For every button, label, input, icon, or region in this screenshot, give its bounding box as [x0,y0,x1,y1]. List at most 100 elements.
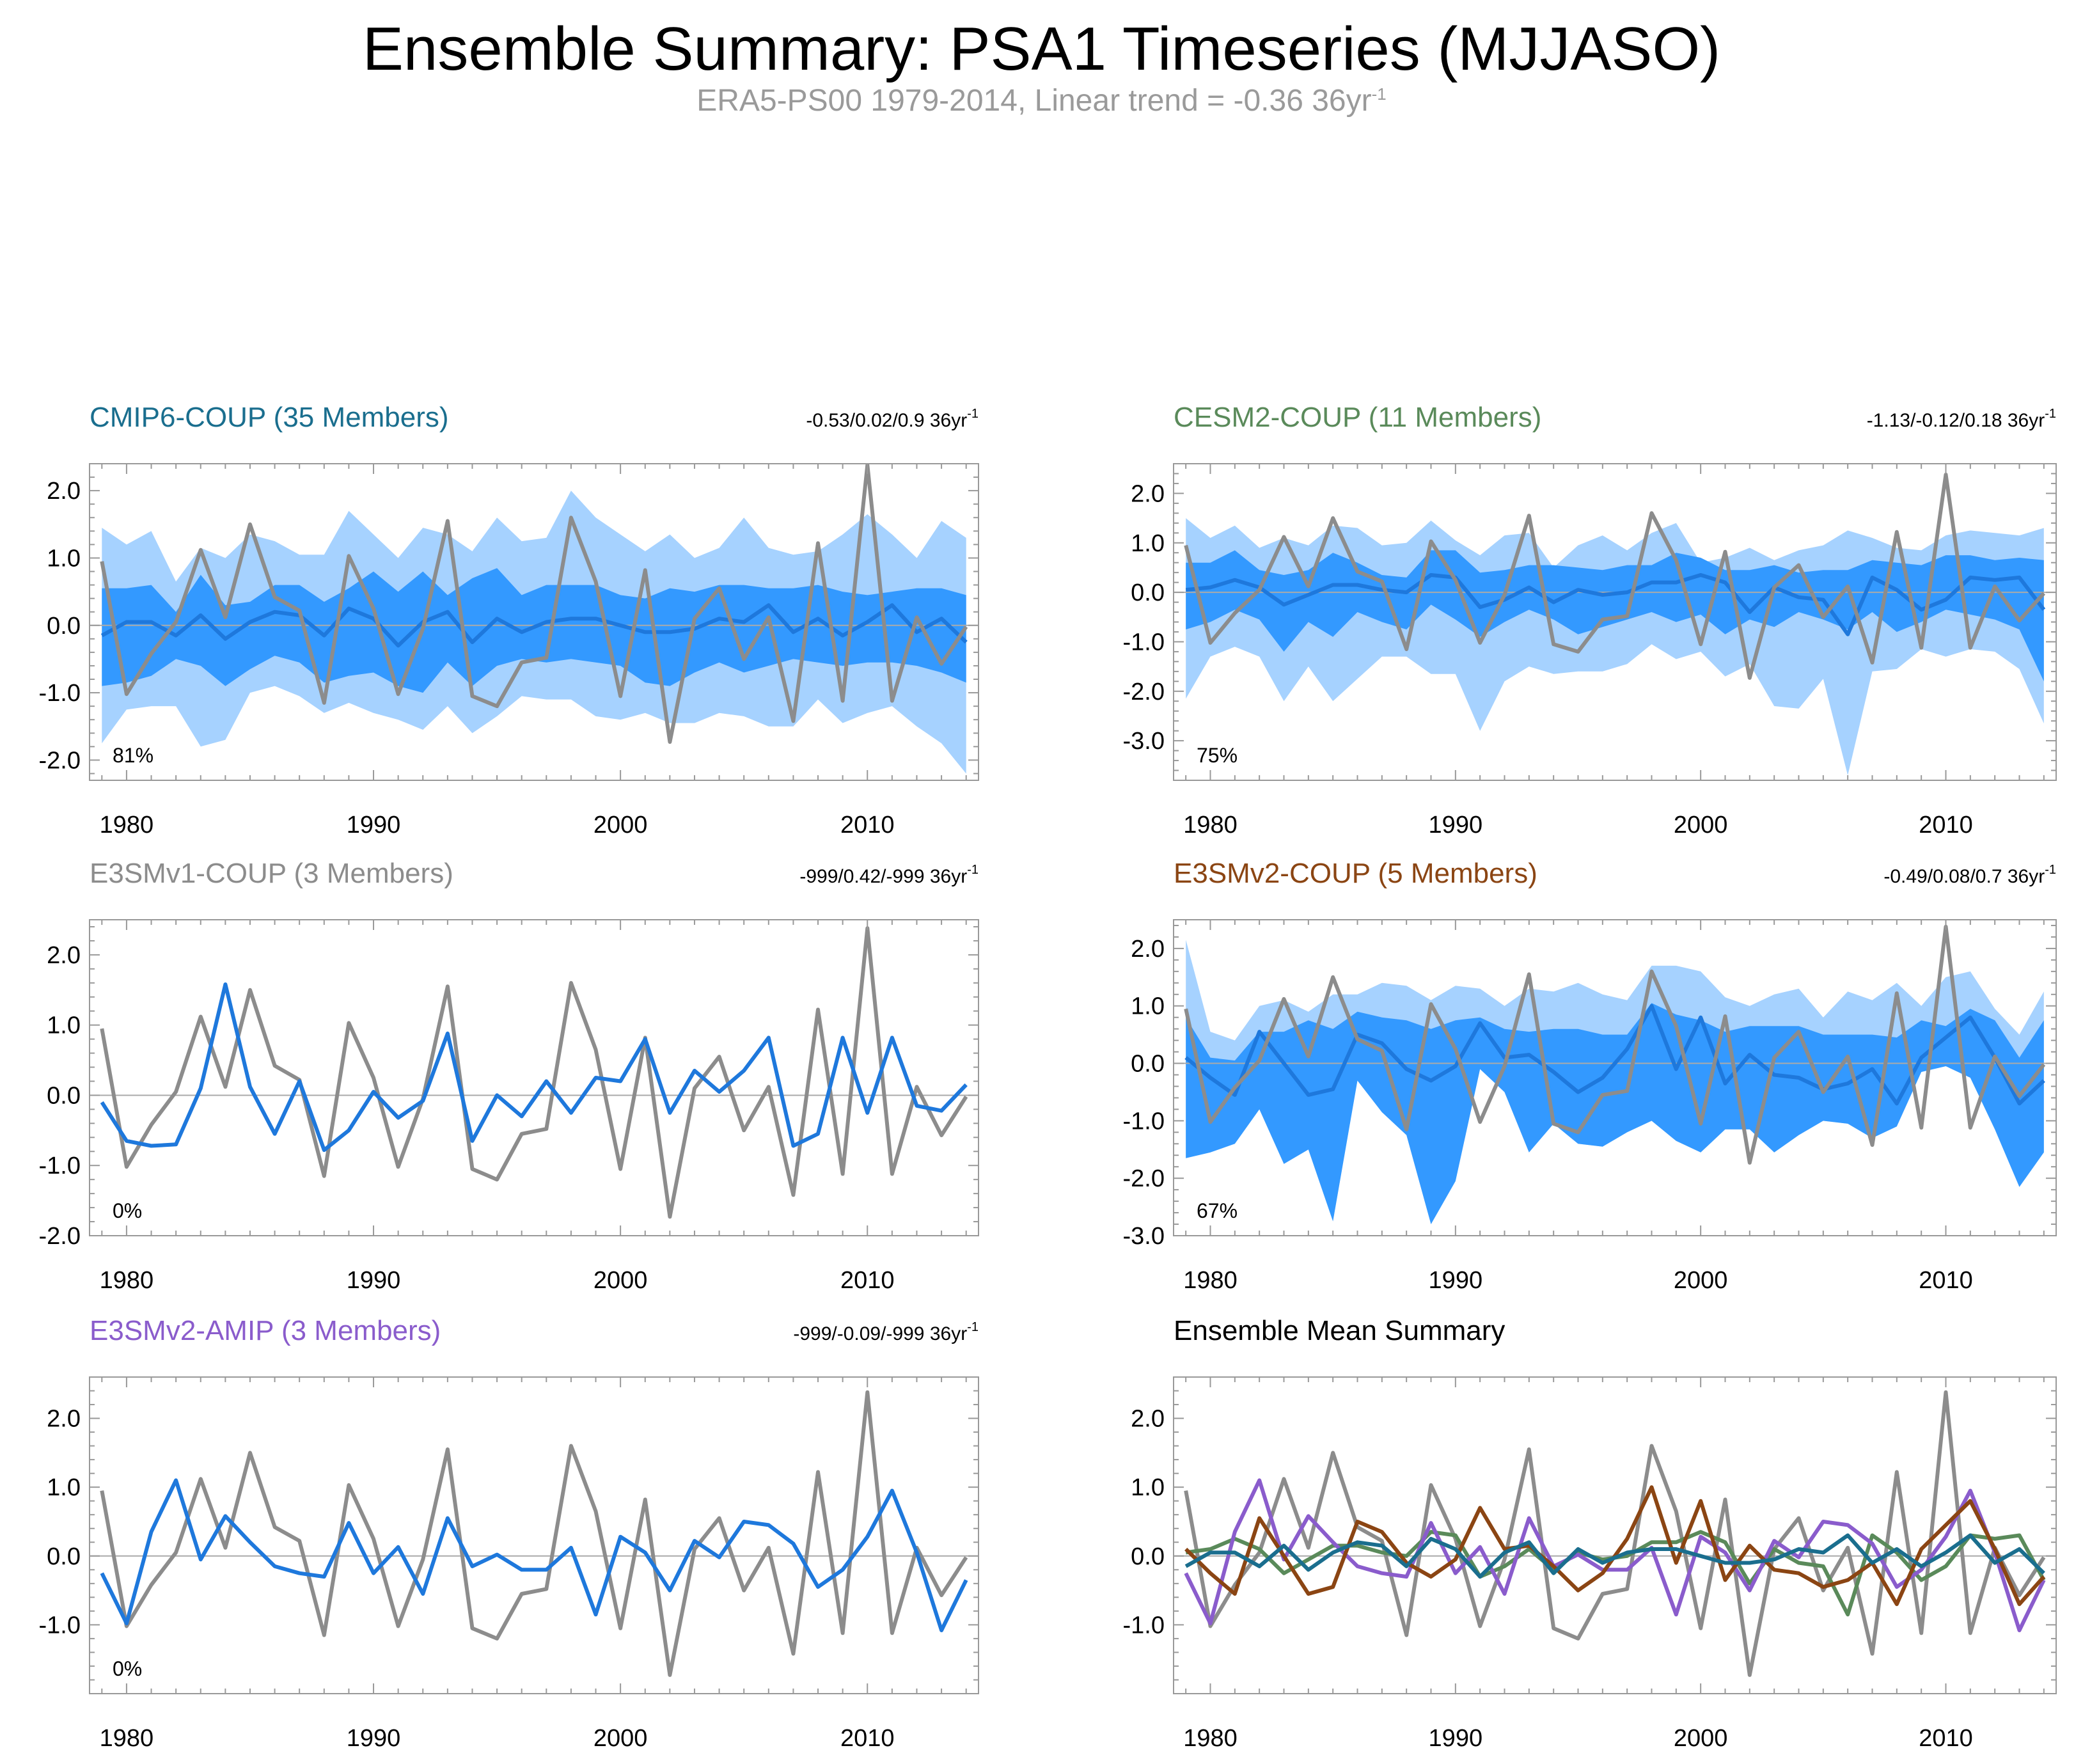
y-tick-label: -1.0 [39,1612,81,1639]
x-tick-label: 2010 [1919,812,1973,839]
plot-frame-e3smv2coup [1173,919,2057,1236]
subtitle-superscript: -1 [1371,84,1387,104]
x-tick-label: 2000 [593,1725,648,1752]
panel-title: CESM2-COUP (11 Members) [1174,402,1541,433]
y-tick-label: 1.0 [47,1474,81,1501]
trend-superscript: -1 [2045,863,2056,877]
y-tick-label: -2.0 [39,1223,81,1250]
y-tick-label: -1.0 [1123,1612,1165,1639]
band-inner-e3smv2coup [1186,1003,2044,1224]
band-inner-cmip6 [102,568,966,693]
y-tick-label: 2.0 [47,1406,81,1433]
plot-frame-cmip6 [89,463,979,781]
obs-line-e3smv1 [100,926,968,1219]
y-tick-label: -1.0 [1123,629,1165,656]
figure-subtitle: ERA5-PS00 1979-2014, Linear trend = -0.3… [0,83,2083,118]
y-tick-label: 0.0 [1131,579,1165,606]
y-tick-label: 1.0 [47,545,81,572]
x-tick-label: 1980 [1183,1267,1238,1294]
y-tick-label: 2.0 [1131,1406,1165,1433]
percent-label: 81% [113,744,153,767]
panel-title: E3SMv1-COUP (3 Members) [90,858,453,889]
y-tick-label: -3.0 [1123,1223,1165,1250]
x-tick-label: 2000 [1674,1725,1728,1752]
panel-e3smv1: 1980 1990 2000 2010 2.0 1.0 0.0 -1.0 -2.0 E3SMv1-… [39,858,979,1294]
panel-title: E3SMv2-COUP (5 Members) [1174,858,1537,889]
panel-e3smv2coup: 1980 1990 2000 2010 2.0 1.0 0.0 -1.0 -2.0 -3.0 E3S… [1123,858,2057,1294]
x-tick-label: 2000 [1674,812,1728,839]
panel-title: CMIP6-COUP (35 Members) [90,402,449,433]
y-tick-label: 1.0 [1131,1474,1165,1501]
y-tick-label: 0.0 [1131,1543,1165,1570]
y-tick-label: 2.0 [1131,936,1165,963]
obs-line-cesm2 [1184,473,2046,680]
x-tick-label: 1980 [1183,812,1238,839]
y-tick-label: 2.0 [47,478,81,505]
trend-label: -1.13/-0.12/0.18 36yr-1 [1867,407,2056,431]
y-tick-label: 0.0 [1131,1051,1165,1078]
x-tick-label: 1980 [100,812,154,839]
plot-area-cmip6 [90,464,979,774]
percent-label: 75% [1197,744,1238,767]
percent-label: 0% [113,1657,142,1680]
plot-frame-e3smv1 [89,919,979,1236]
x-tick-label: 1990 [347,1725,401,1752]
x-tick-label: 2010 [840,1267,895,1294]
y-tick-label: 0.0 [47,613,81,640]
series-line-e3smv2-amip [1184,1478,2046,1632]
band-inner-cesm2 [1186,550,2044,682]
model-line-e3smv2amip [100,1478,968,1632]
panel-e3smv2amip: 1980 1990 2000 2010 2.0 1.0 0.0 -1.0 E3SMv2-AMIP… [39,1315,979,1752]
trend-value: -999/-0.09/-999 36yr [793,1323,967,1344]
y-tick-label: 0.0 [47,1082,81,1109]
trend-value: -1.13/-0.12/0.18 36yr [1867,410,2045,431]
series-line-cmip6-coup [1184,1533,2045,1579]
panel-summary: 1980 1990 2000 2010 2.0 1.0 0.0 -1.0 Ensemble Me… [1123,1315,2057,1752]
x-tick-label: 1980 [100,1725,154,1752]
trend-value: -0.53/0.02/0.9 36yr [806,410,967,431]
y-tick-label: 1.0 [1131,993,1165,1020]
plot-area-summary [1174,1390,2056,1677]
y-tick-label: -1.0 [39,1153,81,1179]
y-tick-label: 0.0 [47,1543,81,1570]
obs-line-e3smv2amip [100,1390,968,1677]
x-tick-label: 2000 [593,812,648,839]
x-tick-label: 1990 [1429,1267,1483,1294]
obs-line-e3smv2coup [1184,924,2046,1165]
y-tick-label: 1.0 [1131,530,1165,557]
y-tick-label: 1.0 [47,1012,81,1039]
percent-label: 0% [113,1199,142,1222]
plot-area-cesm2 [1174,473,2056,776]
trend-label: -999/-0.09/-999 36yr-1 [793,1320,979,1344]
x-tick-label: 1990 [1429,1725,1483,1752]
plot-area-e3smv2amip [90,1390,979,1677]
trend-value: -999/0.42/-999 36yr [799,866,967,887]
band-outer-cesm2 [1186,518,2044,776]
x-tick-label: 1980 [100,1267,154,1294]
x-tick-label: 2000 [593,1267,648,1294]
panel-title: Ensemble Mean Summary [1174,1315,1505,1346]
x-tick-label: 2010 [1919,1725,1973,1752]
x-tick-label: 2010 [840,1725,895,1752]
trend-value: -0.49/0.08/0.7 36yr [1883,866,2045,887]
x-tick-label: 1980 [1183,1725,1238,1752]
obs-line-summary [1184,1390,2046,1677]
plot-area-e3smv1 [90,926,979,1219]
subtitle-text: ERA5-PS00 1979-2014, Linear trend = -0.3… [696,84,1372,118]
figure-title: Ensemble Summary: PSA1 Timeseries (MJJAS… [362,15,1721,83]
model-line-e3smv1 [100,982,968,1153]
trend-label: -0.49/0.08/0.7 36yr-1 [1883,863,2056,887]
y-tick-label: 2.0 [47,942,81,969]
y-tick-label: -2.0 [39,747,81,774]
trend-label: -0.53/0.02/0.9 36yr-1 [806,407,979,431]
trend-superscript: -1 [967,407,979,421]
ensemble-mean-line-cesm2 [1185,573,2046,636]
trend-label: -999/0.42/-999 36yr-1 [799,863,979,887]
y-tick-label: -1.0 [1123,1108,1165,1135]
y-tick-label: 2.0 [1131,480,1165,507]
x-tick-label: 2010 [1919,1267,1973,1294]
y-tick-label: -2.0 [1123,1165,1165,1192]
x-tick-label: 1990 [347,812,401,839]
x-tick-label: 1990 [1429,812,1483,839]
